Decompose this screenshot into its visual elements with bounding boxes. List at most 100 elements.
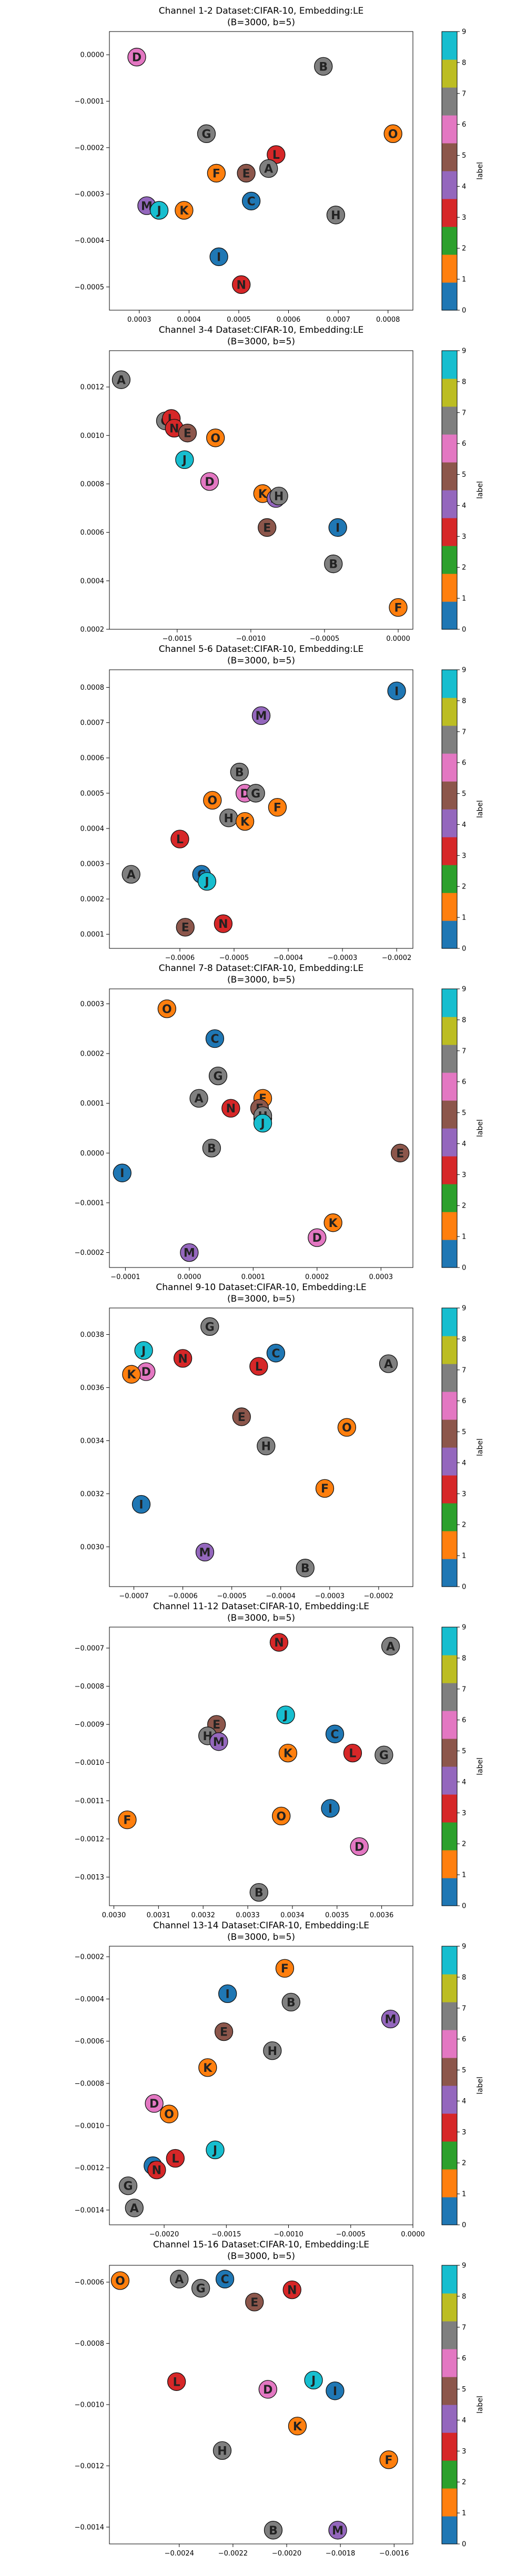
colorbar-frame <box>441 31 458 311</box>
data-point: A <box>125 2199 144 2217</box>
y-tick-label: 0.0004 <box>80 825 105 833</box>
point-marker <box>249 1883 268 1902</box>
scatter-panel: Channel 7-8 Dataset:CIFAR-10, Embedding:… <box>75 963 484 1281</box>
point-marker <box>389 598 408 617</box>
data-point: C <box>205 1029 225 1048</box>
y-tick-label: 0.0036 <box>80 1384 105 1392</box>
colorbar-tick-label: 2 <box>462 1521 466 1529</box>
point-marker <box>147 2160 166 2180</box>
point-label: N <box>178 1353 187 1366</box>
point-marker <box>375 1745 393 1764</box>
data-point: M <box>209 1732 228 1751</box>
point-marker <box>241 191 261 211</box>
colorbar-segment <box>442 1045 457 1073</box>
point-label: A <box>130 2202 139 2215</box>
chart-title: Channel 13-14 Dataset:CIFAR-10, Embeddin… <box>153 1920 369 1931</box>
colorbar-segment <box>442 2141 457 2170</box>
point-marker <box>205 1029 225 1048</box>
x-tick-label: −0.0010 <box>236 635 266 643</box>
data-point: L <box>343 1743 362 1763</box>
colorbar-tick-label: 6 <box>462 1716 466 1724</box>
chart-subtitle: (B=3000, b=5) <box>227 17 295 28</box>
colorbar-frame <box>441 1627 458 1906</box>
point-marker <box>191 2279 210 2298</box>
colorbar-tick-label: 8 <box>462 1974 466 1981</box>
point-marker <box>246 784 265 803</box>
data-point: M <box>251 706 271 725</box>
colorbar-tick-label: 3 <box>462 1490 466 1498</box>
colorbar-tick-label: 9 <box>462 667 466 674</box>
colorbar-tick-label: 5 <box>462 152 466 160</box>
colorbar-segment <box>442 282 457 311</box>
data-point: K <box>323 1213 342 1232</box>
point-marker <box>245 2293 264 2312</box>
colorbar-frame <box>441 988 458 1268</box>
y-tick-label: 0.0003 <box>80 860 105 868</box>
data-point: I <box>326 2381 345 2400</box>
y-tick-label: 0.0003 <box>80 1000 105 1008</box>
point-marker <box>266 1344 286 1363</box>
colorbar-segment <box>442 1100 457 1129</box>
colorbar-frame <box>441 2265 458 2544</box>
colorbar-segment <box>442 1447 457 1476</box>
y-tick-label: −0.0006 <box>75 2279 104 2287</box>
point-marker <box>113 1163 132 1182</box>
y-tick-label: 0.0000 <box>80 52 105 59</box>
point-marker <box>207 163 226 183</box>
colorbar-tick-label: 9 <box>462 986 466 994</box>
data-point: M <box>180 1243 199 1262</box>
colorbar-tick-label: 0 <box>462 1583 466 1591</box>
colorbar-tick-label: 1 <box>462 2191 466 2199</box>
point-marker <box>209 1732 228 1751</box>
colorbar-tick-label: 3 <box>462 2448 466 2456</box>
colorbar-tick-label: 8 <box>462 378 466 386</box>
point-marker <box>213 2441 232 2460</box>
data-point: O <box>159 2104 179 2123</box>
y-tick-label: 0.0002 <box>80 1050 105 1058</box>
x-tick-label: 0.0002 <box>305 1273 329 1281</box>
colorbar-tick-label: 0 <box>462 307 466 315</box>
x-tick-label: −0.0010 <box>274 2231 303 2238</box>
point-label: O <box>207 794 217 807</box>
data-point: B <box>249 1883 268 1902</box>
colorbar-segment <box>442 1212 457 1240</box>
point-marker <box>314 57 333 76</box>
point-marker <box>304 2370 323 2390</box>
point-marker <box>237 163 256 183</box>
point-marker <box>157 999 176 1018</box>
point-label: N <box>169 422 179 435</box>
point-label: K <box>329 1217 338 1230</box>
point-marker <box>149 201 169 220</box>
point-marker <box>206 428 225 447</box>
point-label: K <box>258 488 268 501</box>
colorbar-tick-label: 7 <box>462 1366 466 1374</box>
plot-area <box>109 1627 413 1906</box>
point-label: E <box>184 427 191 441</box>
point-marker <box>125 2199 144 2217</box>
x-tick-label: −0.0004 <box>274 954 303 962</box>
point-marker <box>253 1113 272 1133</box>
colorbar-segment <box>442 143 457 171</box>
colorbar-segment <box>442 753 457 782</box>
colorbar-tick-label: 7 <box>462 409 466 417</box>
colorbar-tick-label: 8 <box>462 697 466 705</box>
point-label: D <box>205 476 214 489</box>
colorbar-segment <box>442 2030 457 2058</box>
point-label: N <box>218 918 228 931</box>
y-tick-label: 0.0005 <box>80 790 105 798</box>
colorbar-segment <box>442 1531 457 1559</box>
colorbar-tick-label: 3 <box>462 214 466 222</box>
y-tick-label: −0.0005 <box>75 283 104 291</box>
colorbar-segment <box>442 2516 457 2544</box>
point-marker <box>328 518 347 537</box>
y-tick-label: −0.0010 <box>75 1759 104 1767</box>
colorbar-tick-label: 3 <box>462 533 466 541</box>
point-label: O <box>115 2275 125 2288</box>
data-point: J <box>149 201 169 220</box>
y-tick-label: −0.0004 <box>75 237 104 245</box>
y-tick-label: −0.0002 <box>75 144 104 152</box>
point-label: I <box>333 2385 337 2398</box>
point-label: L <box>349 1747 356 1761</box>
point-label: M <box>199 1546 211 1559</box>
chart-title: Channel 1-2 Dataset:CIFAR-10, Embedding:… <box>159 6 363 16</box>
